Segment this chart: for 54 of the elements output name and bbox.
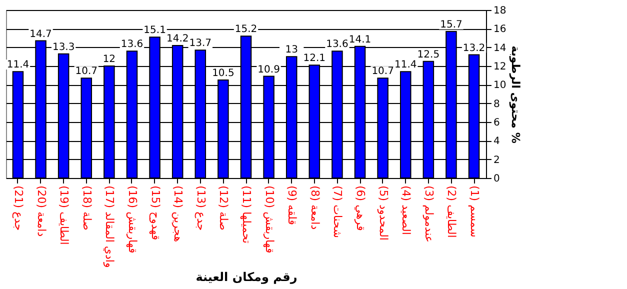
x-tick-label: قهاربقش (10)	[262, 186, 276, 254]
x-tick-label: وادي المقالد (17)	[103, 186, 116, 268]
data-label: 13	[285, 44, 298, 56]
x-tick-label: المحدود (5)	[376, 186, 390, 240]
data-label: 13.2	[462, 42, 486, 54]
data-label: 14.1	[348, 34, 372, 46]
y-axis-title: محتوى الرطوبة %	[509, 46, 522, 144]
x-tick-label: جدع (13)	[194, 186, 208, 231]
y-tick-label: 18	[494, 6, 506, 16]
y-tick-label: 10	[494, 80, 506, 92]
data-label: 11.4	[394, 60, 417, 71]
data-label: 10.9	[258, 64, 280, 76]
x-tick-label: قلقه (9)	[286, 186, 299, 225]
data-label: 14.7	[30, 28, 52, 40]
y-tick-label: 16	[494, 24, 506, 36]
x-tick-label: دامعة (8)	[308, 186, 322, 230]
data-label: 13.6	[120, 39, 144, 50]
y-tick-label: 2	[494, 154, 500, 166]
x-tick-label: الطايف (2)	[445, 186, 458, 238]
data-label: 12	[102, 54, 116, 65]
data-label: 14.2	[166, 33, 189, 44]
data-label: 15.1	[144, 25, 166, 36]
y-tick-label: 0	[494, 174, 500, 184]
x-tick-label: قرهي (6)	[354, 186, 368, 231]
data-label: 15.2	[234, 24, 258, 36]
y-tick-label: 12	[494, 62, 506, 72]
y-tick-label: 14	[494, 42, 506, 54]
data-label: 10.5	[212, 68, 234, 79]
x-tick-label: جدع (21)	[12, 186, 25, 231]
data-label: 13.6	[326, 39, 348, 50]
x-tick-label: عندمولم (3)	[422, 186, 436, 242]
x-tick-label: صلة (12)	[217, 186, 230, 230]
x-tick-label: سمسم (1)	[468, 186, 482, 238]
data-label: 12.1	[303, 53, 326, 64]
x-tick-label: تحميلها (11)	[240, 186, 253, 244]
data-label: 13.3	[52, 42, 75, 53]
data-label: 15.7	[440, 19, 462, 30]
x-tick-label: دامعة (20)	[34, 186, 48, 237]
data-label: 10.7	[372, 66, 394, 78]
data-label: 11.4	[6, 60, 30, 71]
x-tick-label: الصعيد (4)	[400, 186, 413, 235]
data-label: 10.7	[75, 66, 98, 78]
x-tick-label: قهاربقش (16)	[126, 186, 139, 254]
x-tick-label: قهدوح (15)	[148, 186, 162, 240]
x-axis-title: رقم ومكان العينة	[196, 270, 298, 284]
x-tick-label: الطايف (19)	[58, 186, 71, 245]
y-tick-label: 8	[494, 98, 500, 110]
data-label: 13.7	[189, 38, 212, 50]
y-tick-label: 6	[494, 118, 500, 128]
data-label: 12.5	[417, 49, 440, 60]
x-tick-label: صلة (18)	[80, 186, 94, 230]
x-tick-label: شحنات (7)	[331, 186, 344, 238]
y-tick-label: 4	[494, 136, 500, 148]
x-tick-label: هجرين (14)	[172, 186, 185, 242]
